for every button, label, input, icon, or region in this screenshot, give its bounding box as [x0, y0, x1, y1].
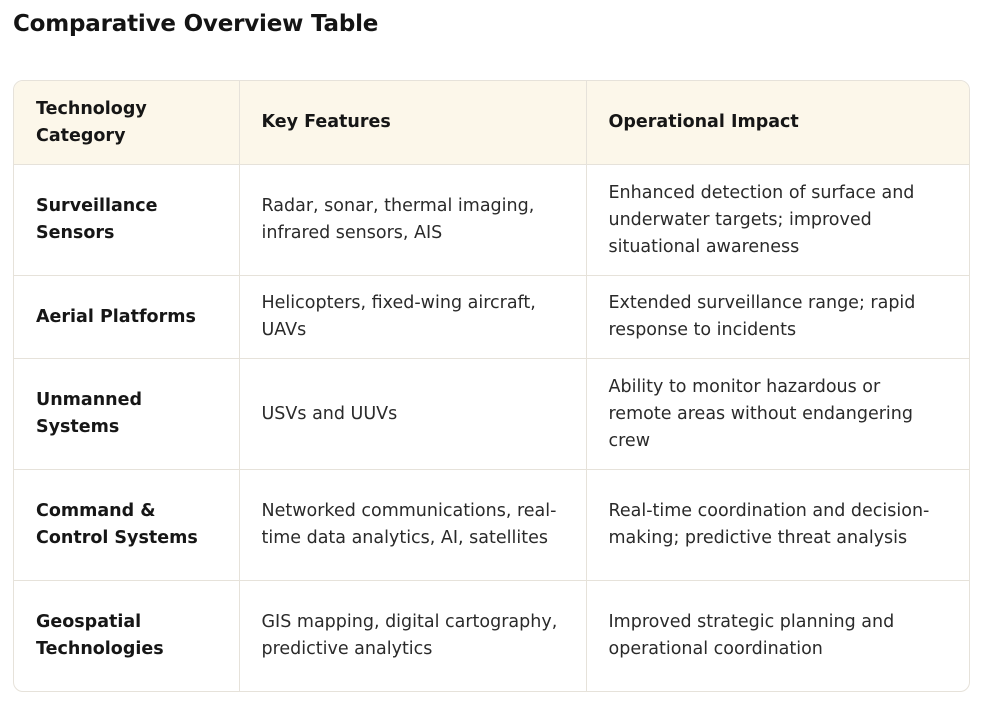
features-cell: GIS mapping, digital cartography, predic… [239, 580, 587, 691]
header-key-features: Key Features [239, 81, 587, 165]
page-title: Comparative Overview Table [13, 11, 379, 37]
table-row: Aerial Platforms Helicopters, fixed-wing… [14, 275, 969, 359]
table-row: Geospatial Technologies GIS mapping, dig… [14, 580, 969, 691]
category-cell: Geospatial Technologies [14, 580, 240, 691]
category-cell: Command & Control Systems [14, 469, 240, 581]
comparison-table-card: Technology Category Key Features Operati… [13, 80, 970, 692]
impact-cell: Real-time coordination and decision-maki… [586, 469, 969, 581]
header-technology-category: Technology Category [14, 81, 240, 165]
category-cell: Surveillance Sensors [14, 164, 240, 276]
features-cell: Helicopters, fixed-wing aircraft, UAVs [239, 275, 587, 359]
impact-cell: Improved strategic planning and operatio… [608, 612, 895, 659]
table-row: Command & Control Systems Networked comm… [14, 469, 969, 581]
category-cell: Aerial Platforms [14, 275, 240, 359]
impact-cell: Extended surveillance range; rapid respo… [586, 275, 969, 359]
impact-cell: Enhanced detection of surface and underw… [586, 164, 969, 276]
table-row: Unmanned Systems USVs and UUVs Ability t… [14, 358, 969, 470]
table-row: Surveillance Sensors Radar, sonar, therm… [14, 164, 969, 276]
table-header-row: Technology Category Key Features Operati… [14, 81, 969, 165]
impact-cell: Ability to monitor hazardous or remote a… [586, 358, 969, 470]
category-cell: Unmanned Systems [14, 358, 240, 470]
features-cell: Radar, sonar, thermal imaging, infrared … [239, 164, 587, 276]
features-cell: Networked communications, real-time data… [239, 469, 587, 581]
comparison-table: Technology Category Key Features Operati… [14, 81, 969, 691]
features-cell: USVs and UUVs [239, 358, 587, 470]
header-operational-impact: Operational Impact [586, 81, 969, 165]
